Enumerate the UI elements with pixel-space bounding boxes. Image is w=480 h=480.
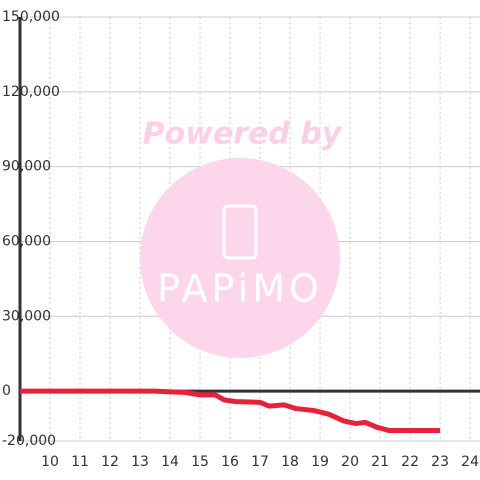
x-tick-label: 24 <box>461 454 479 470</box>
watermark-icon <box>222 204 258 260</box>
x-tick-label: 19 <box>311 454 329 470</box>
y-tick-label: 0 <box>2 383 11 399</box>
y-tick-label: 90,000 <box>2 159 51 175</box>
x-tick-label: 14 <box>161 454 179 470</box>
x-tick-label: 15 <box>191 454 209 470</box>
x-tick-label: 21 <box>371 454 389 470</box>
watermark-logo: PAPiMO <box>157 267 323 311</box>
y-tick-label: 150,000 <box>2 9 60 25</box>
y-tick-label: -20,000 <box>2 433 56 449</box>
x-tick-label: 18 <box>281 454 299 470</box>
x-tick-label: 12 <box>101 454 119 470</box>
x-tick-label: 20 <box>341 454 359 470</box>
x-tick-label: 17 <box>251 454 269 470</box>
x-tick-label: 16 <box>221 454 239 470</box>
x-tick-label: 10 <box>41 454 59 470</box>
x-tick-label: 13 <box>131 454 149 470</box>
data-line <box>20 388 441 434</box>
x-tick-label: 11 <box>71 454 89 470</box>
y-tick-label: 60,000 <box>2 233 51 249</box>
watermark-text: Powered by <box>143 117 343 152</box>
y-tick-label: 30,000 <box>2 308 51 324</box>
x-tick-label: 23 <box>431 454 449 470</box>
watermark: Powered by PAPiMO <box>140 117 343 358</box>
y-tick-label: 120,000 <box>2 84 60 100</box>
x-tick-label: 22 <box>401 454 419 470</box>
